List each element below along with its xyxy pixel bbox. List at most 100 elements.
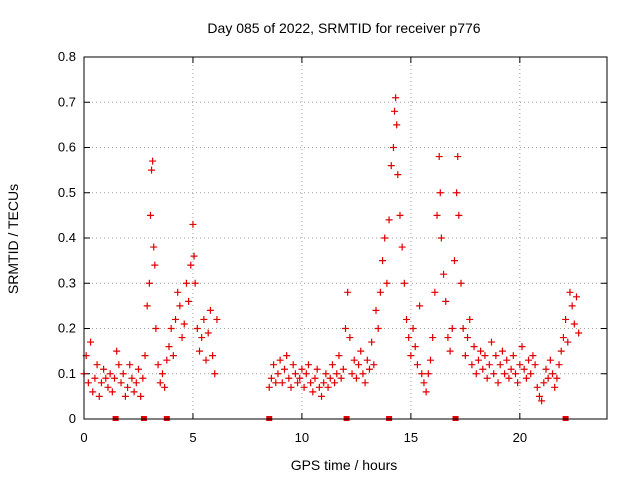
data-point	[405, 334, 413, 342]
data-point	[145, 279, 153, 287]
data-point	[167, 325, 175, 332]
data-point	[363, 356, 371, 364]
data-point	[193, 325, 201, 332]
data-point	[442, 297, 450, 305]
data-point	[342, 325, 349, 332]
data-point	[91, 374, 99, 382]
data-point	[209, 352, 217, 360]
data-point	[200, 315, 208, 323]
data-point	[444, 334, 452, 342]
data-point	[416, 302, 424, 310]
data-point	[149, 157, 157, 165]
data-point	[450, 257, 458, 265]
y-tick-label: 0.8	[58, 49, 76, 64]
data-point	[313, 365, 321, 373]
data-point	[350, 356, 358, 364]
data-point	[185, 297, 193, 305]
data-point	[102, 374, 110, 382]
data-point	[555, 361, 563, 369]
data-point	[158, 370, 166, 378]
data-point	[143, 302, 151, 310]
data-point	[374, 325, 382, 332]
data-point	[302, 370, 310, 378]
data-point	[490, 370, 498, 378]
data-point	[100, 365, 108, 373]
data-point	[368, 338, 376, 346]
data-point	[400, 279, 408, 287]
data-point	[126, 361, 134, 369]
data-point	[322, 370, 330, 378]
data-point	[437, 234, 445, 242]
data-point	[570, 320, 578, 328]
data-point	[474, 356, 482, 364]
data-point	[289, 361, 297, 369]
data-point	[522, 374, 530, 382]
data-point	[575, 329, 583, 337]
data-point	[413, 361, 421, 369]
data-point	[178, 334, 186, 342]
data-point	[551, 383, 559, 391]
data-point	[533, 383, 541, 391]
data-point	[540, 379, 548, 387]
data-point	[141, 352, 149, 360]
data-point	[501, 370, 509, 378]
data-point	[309, 388, 317, 396]
data-point	[531, 361, 539, 369]
data-point	[134, 365, 142, 373]
data-point	[124, 383, 132, 391]
data-point	[335, 352, 343, 360]
data-point	[498, 347, 506, 355]
data-point	[195, 347, 203, 355]
data-point	[472, 370, 480, 378]
data-point	[433, 211, 441, 219]
data-point	[324, 383, 332, 391]
data-point	[151, 261, 159, 269]
data-point	[274, 370, 282, 378]
data-point	[296, 374, 304, 382]
data-point	[344, 288, 352, 296]
data-point	[383, 279, 391, 287]
data-point	[156, 379, 164, 387]
data-point	[113, 347, 121, 355]
data-point	[272, 379, 280, 387]
data-point	[176, 302, 184, 310]
data-point	[189, 220, 197, 228]
data-point	[370, 361, 378, 369]
data-point	[132, 379, 140, 387]
data-point	[396, 211, 404, 219]
data-point	[346, 334, 354, 342]
data-point	[213, 315, 221, 323]
data-point	[326, 374, 334, 382]
data-point	[429, 334, 437, 342]
y-tick-label: 0.2	[58, 321, 76, 336]
data-point	[333, 370, 341, 378]
data-point	[481, 352, 489, 360]
data-point	[280, 365, 288, 373]
data-point	[379, 257, 387, 265]
data-point	[516, 361, 524, 369]
data-point	[420, 379, 428, 387]
data-point	[190, 252, 198, 260]
data-point	[407, 352, 415, 360]
data-point	[115, 361, 123, 369]
data-point	[359, 370, 367, 378]
data-point	[318, 392, 326, 400]
data-point	[352, 374, 360, 382]
data-point	[165, 343, 173, 351]
data-point	[169, 352, 177, 360]
grid-lines	[84, 57, 607, 419]
data-point	[191, 279, 199, 287]
data-point	[403, 315, 411, 323]
data-point	[95, 392, 103, 400]
data-point	[300, 383, 308, 391]
data-point	[529, 352, 537, 360]
data-point	[507, 365, 515, 373]
data-point	[117, 379, 125, 387]
data-point	[494, 379, 502, 387]
data-point	[426, 356, 434, 364]
data-point	[298, 365, 306, 373]
x-tick-label: 15	[404, 430, 418, 445]
data-point	[198, 334, 206, 342]
data-point	[411, 343, 419, 351]
chart-title: Day 085 of 2022, SRMTID for receiver p77…	[207, 20, 480, 36]
